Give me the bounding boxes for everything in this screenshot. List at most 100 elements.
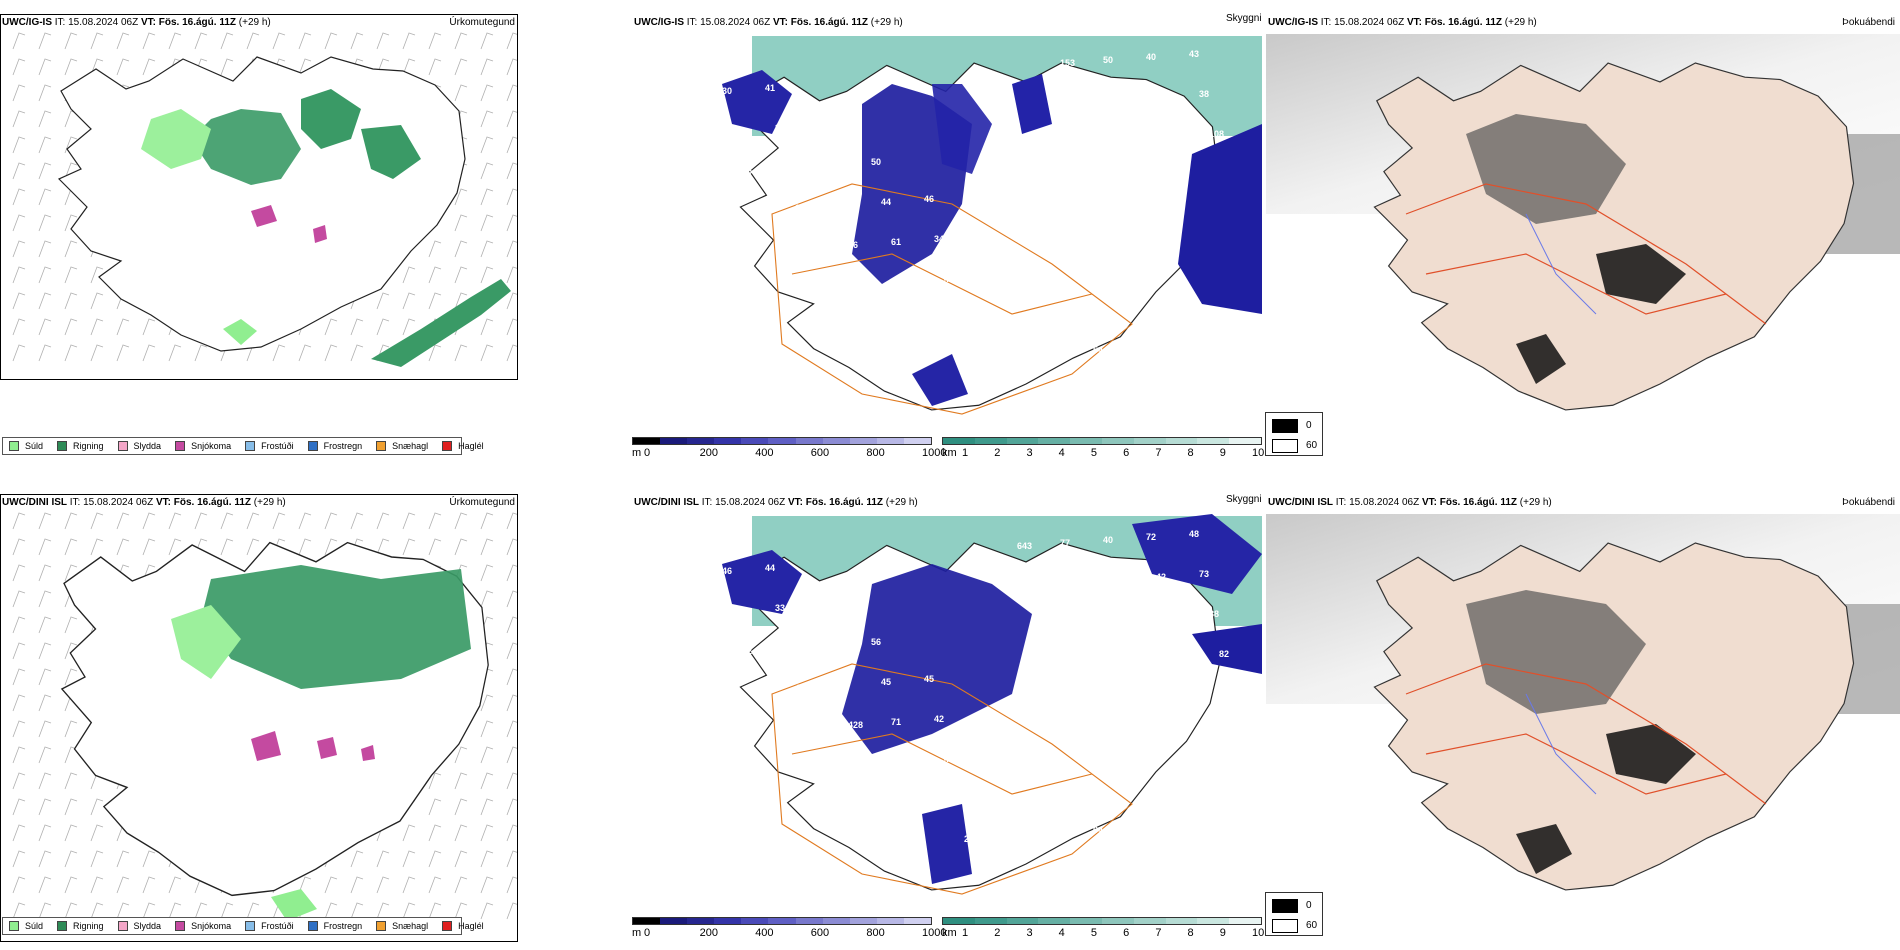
wind-barb [376, 850, 390, 868]
elevation-label: 50 [732, 126, 742, 136]
elevation-label: 46 [712, 46, 722, 56]
wind-barb [480, 162, 494, 180]
wind-barb [38, 266, 52, 284]
wind-barb [38, 110, 52, 128]
wind-barb [142, 344, 156, 362]
elevation-label: 64 [1093, 825, 1103, 835]
wind-barb [506, 902, 517, 920]
legend-swatch [442, 921, 453, 931]
wind-barb [506, 876, 517, 894]
wind-barb [480, 240, 494, 258]
wind-barb [116, 512, 130, 530]
elevation-label: 48 [977, 231, 987, 241]
wind-barb [90, 876, 104, 894]
wind-barb [12, 188, 26, 206]
legend-item: Rigning [57, 921, 104, 931]
wind-barb [38, 564, 52, 582]
legend-label: Snjókoma [191, 441, 232, 451]
wind-barb [272, 32, 286, 50]
model-name: UWC/DINI ISL [2, 497, 67, 508]
model-name: UWC/IG-IS [634, 17, 684, 28]
vt-label: VT: [155, 497, 171, 508]
elevation-label: 219 [964, 834, 979, 844]
fog-legend-swatch [1272, 899, 1298, 913]
wind-barb [454, 538, 468, 556]
panel-title-precip-1: Úrkomutegund [449, 17, 515, 28]
legend-item: Súld [9, 921, 43, 931]
wind-barb [480, 84, 494, 102]
wind-barb [142, 32, 156, 50]
elevation-label: 61 [891, 237, 901, 247]
legend-swatch [376, 441, 387, 451]
vt-value: Fös. 16.ágú. 11Z [158, 17, 237, 28]
legend-swatch [117, 441, 128, 451]
elevation-label: 59 [838, 200, 848, 210]
wind-barb [454, 512, 468, 530]
colorbar-tick: 200 [699, 447, 718, 459]
wind-barb [428, 292, 442, 310]
wind-barb [38, 136, 52, 154]
wind-barb [220, 538, 234, 556]
legend-label: Frostregn [323, 921, 363, 931]
wind-barb [64, 240, 78, 258]
wind-barb [428, 266, 442, 284]
wind-barb [506, 162, 517, 180]
colorbar-step [849, 438, 877, 444]
colorbar-unit: km [942, 927, 957, 939]
elevation-map: 45 44 40 56 45 42 54 57 58 48 46 33 29 45 42 60 35 64 72 73… [712, 514, 1262, 895]
wind-barb [38, 538, 52, 556]
elevation-label: 37 [818, 120, 828, 130]
colorbar-tick: 5 [1090, 447, 1097, 459]
wind-barb [480, 136, 494, 154]
wind-barb [168, 538, 182, 556]
wind-barb [454, 32, 468, 50]
wind-barb [506, 642, 517, 660]
wind-barb [90, 512, 104, 530]
it-label: IT: [69, 497, 81, 508]
fog-legend-row2: 0 60 [1265, 892, 1323, 936]
elevation-label: 43 [987, 271, 997, 281]
vt-label: VT: [772, 17, 788, 28]
elevation-label: 428 [848, 720, 863, 730]
elevation-label: 384 [1176, 652, 1191, 662]
colorbar-step [714, 438, 742, 444]
lead-time: (+29 h) [238, 17, 271, 28]
lead-time: (+29 h) [253, 497, 286, 508]
wind-barb [376, 512, 390, 530]
colorbar-step [768, 438, 796, 444]
it-value: 15.08.2024 06Z [1349, 497, 1420, 508]
fog-legend-swatch [1272, 439, 1298, 453]
elevation-label: 45 [924, 674, 934, 684]
wind-barb [168, 32, 182, 50]
wind-barb [12, 110, 26, 128]
it-label: IT: [54, 17, 66, 28]
colorbar-tick: 800 [866, 447, 885, 459]
legend-item: Snjókoma [175, 921, 231, 931]
wind-barb [142, 850, 156, 868]
colorbar-unit: km [942, 447, 957, 459]
colorbar-step [876, 918, 904, 924]
colorbar-step [1101, 918, 1134, 924]
colorbar-tick: 0 [644, 927, 651, 939]
colorbar-step [876, 438, 904, 444]
wind-barb [480, 58, 494, 76]
wind-barb [90, 850, 104, 868]
fog-panel-row1 [1266, 14, 1900, 414]
wind-barb [64, 32, 78, 50]
wind-barb [480, 32, 494, 50]
colorbar-tick: 8 [1187, 927, 1194, 939]
wind-barb [454, 772, 468, 790]
legend-swatch [245, 441, 256, 451]
wind-barb [480, 266, 494, 284]
wind-barb [12, 512, 26, 530]
wind-barb [12, 292, 26, 310]
colorbar-step [1101, 438, 1134, 444]
elevation-colorbar-row2: m 0 200 400 600 800 1000 [632, 917, 946, 941]
wind-barb [12, 642, 26, 660]
panel-header-fog-2: UWC/DINI ISL IT: 15.08.2024 06Z VT: Fös.… [1268, 497, 1552, 509]
wind-barb [324, 512, 338, 530]
elevation-label: 46 [722, 566, 732, 576]
colorbar-step [1165, 918, 1198, 924]
wind-barb [376, 32, 390, 50]
panel-title-fog-1: Þokuábendi [1842, 17, 1895, 28]
